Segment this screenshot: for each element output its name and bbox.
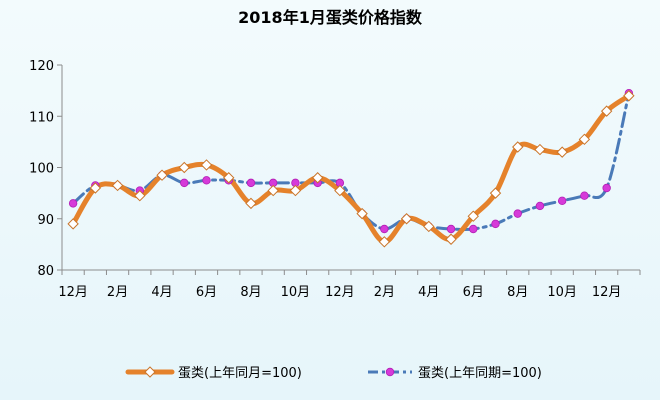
point-same-month [578, 133, 591, 146]
legend-marker-same-month [144, 366, 156, 378]
legend-label-same-month: 蛋类(上年同月=100) [178, 366, 302, 381]
y-tick-label: 110 [29, 110, 54, 125]
point-same-month [445, 233, 457, 245]
x-tick-label: 8月 [240, 285, 261, 300]
y-tick-label: 120 [29, 59, 54, 74]
x-tick-label: 10月 [547, 285, 577, 300]
point-same-month [356, 207, 368, 220]
x-tick-label: 10月 [281, 285, 311, 300]
point-same-month [512, 141, 524, 153]
point-same-month [400, 213, 413, 225]
point-same-month [556, 146, 568, 158]
point-same-month [134, 189, 146, 202]
point-same-month [600, 105, 613, 117]
point-same-period [557, 196, 567, 206]
x-tick-label: 6月 [463, 285, 484, 300]
point-same-month [623, 90, 635, 102]
point-same-month [289, 184, 302, 197]
point-same-period [513, 209, 522, 218]
x-tick-label: 12月 [58, 285, 88, 300]
point-same-month [489, 187, 502, 199]
point-same-period [602, 183, 611, 193]
point-same-period [202, 176, 211, 185]
point-same-month [178, 161, 190, 174]
series-line-same-month [70, 93, 632, 245]
x-tick-label: 4月 [151, 285, 172, 300]
x-tick-label: 2月 [374, 285, 395, 300]
point-same-month [378, 236, 391, 248]
point-same-period [491, 219, 500, 229]
point-same-month [467, 210, 479, 222]
point-same-period [469, 224, 478, 234]
series-line-same-period [71, 91, 631, 232]
point-same-month [423, 220, 435, 233]
point-same-period [580, 191, 589, 200]
point-same-period [380, 224, 389, 234]
point-same-month [311, 172, 324, 184]
point-same-month [534, 143, 546, 156]
point-same-month [67, 218, 79, 230]
y-tick-label: 100 [29, 162, 54, 177]
point-same-period [68, 199, 78, 208]
point-same-month [267, 184, 279, 197]
x-tick-label: 6月 [196, 285, 217, 300]
point-same-period [180, 178, 189, 188]
legend-marker-same-period [385, 367, 395, 377]
y-tick-label: 90 [37, 213, 54, 228]
y-tick-label: 80 [37, 264, 54, 279]
point-same-period [535, 201, 545, 211]
point-same-period [446, 224, 456, 234]
point-same-month [245, 197, 257, 210]
point-same-month [111, 179, 124, 192]
x-tick-label: 2月 [107, 285, 128, 300]
point-same-month [223, 172, 235, 184]
point-same-period [246, 178, 256, 188]
x-tick-label: 8月 [507, 285, 528, 300]
chart-title: 2018年1月蛋类价格指数 [238, 8, 422, 27]
legend-label-same-period: 蛋类(上年同期=100) [418, 366, 542, 381]
x-tick-label: 12月 [325, 285, 355, 300]
x-tick-label: 4月 [418, 285, 439, 300]
x-tick-label: 12月 [592, 285, 622, 300]
point-same-month [200, 159, 213, 171]
point-same-month [89, 182, 102, 194]
point-same-month [334, 184, 346, 197]
point-same-month [156, 169, 168, 181]
